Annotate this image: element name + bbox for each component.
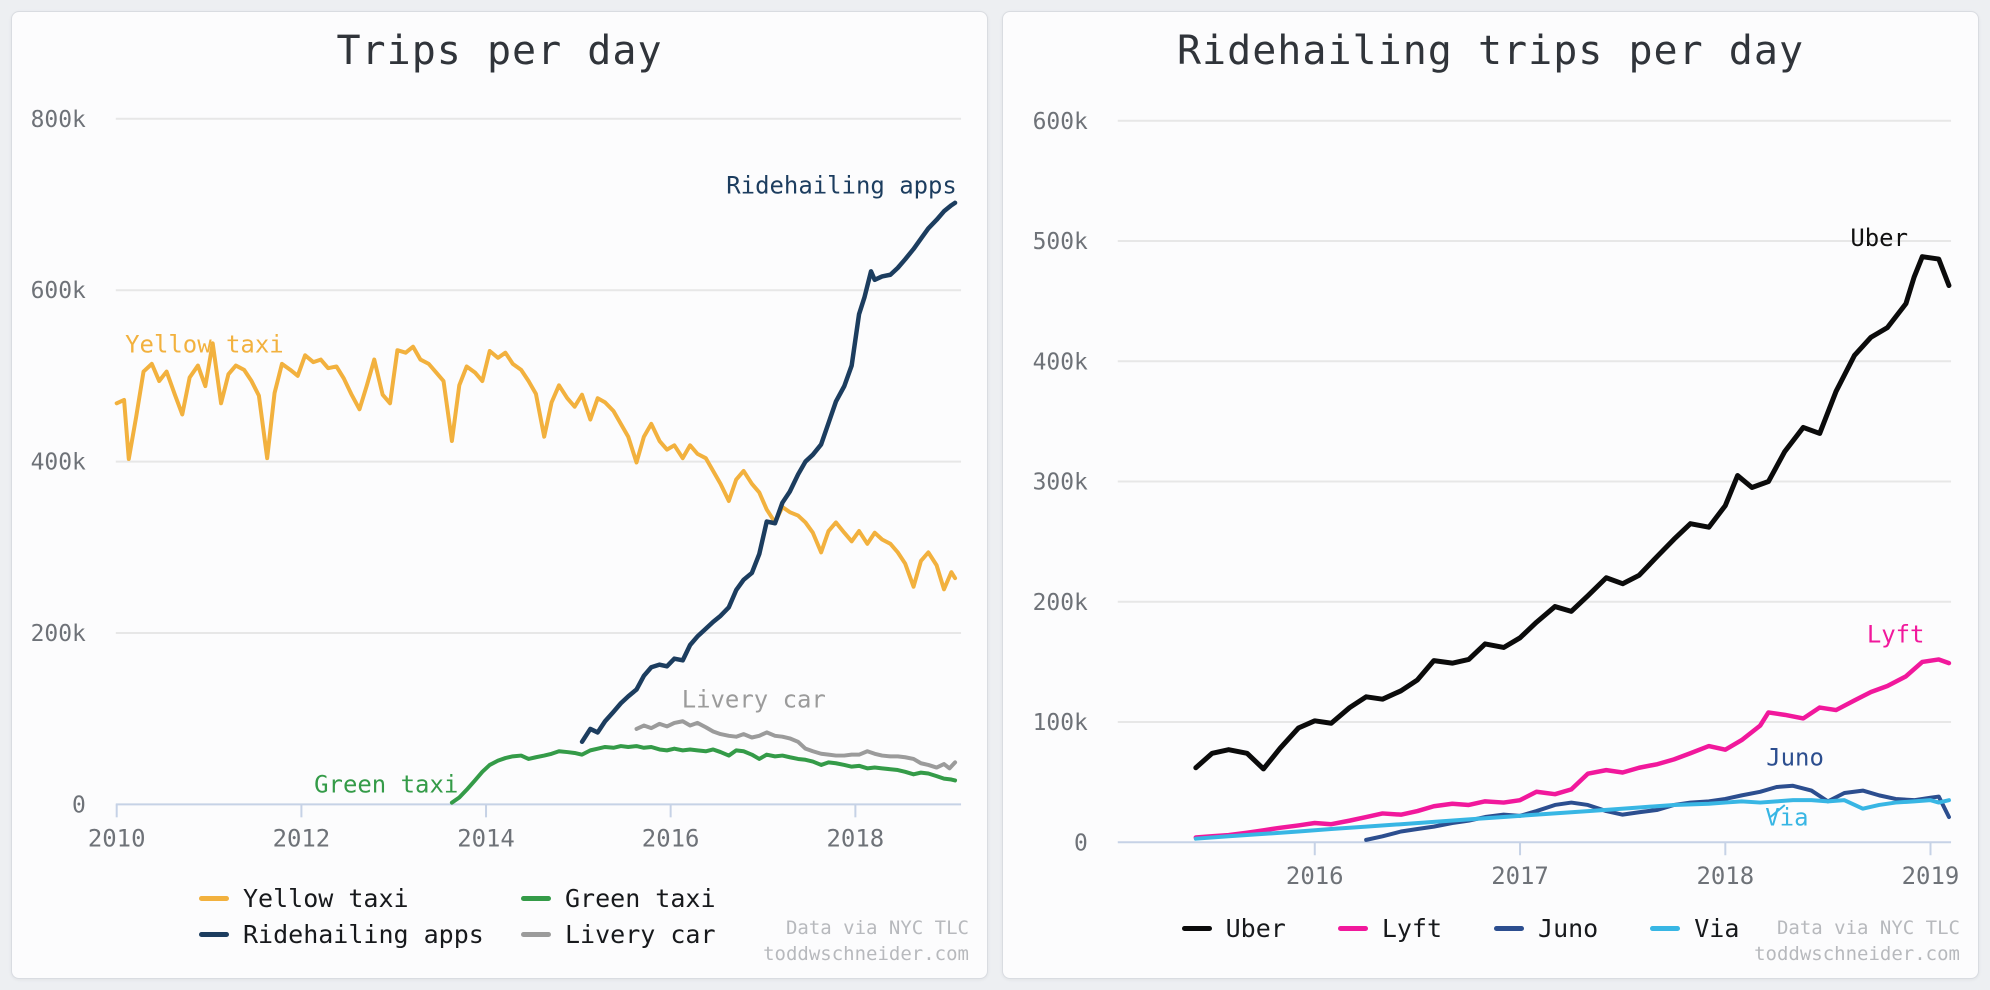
legend-item-lyft: Lyft [1337, 914, 1443, 943]
legend-label-livery-car: Livery car [565, 920, 716, 949]
legend-swatch-yellow-taxi [199, 896, 229, 901]
legend-swatch-ridehailing-apps [199, 932, 229, 937]
y-tick-label: 200k [1033, 590, 1088, 616]
series-label-via: Via [1765, 803, 1808, 831]
caption-right: Data via NYC TLC toddwschneider.com [1754, 915, 1960, 968]
series-line-livery-car [634, 719, 958, 771]
series-line-via [1193, 798, 1951, 841]
series-label-livery-car: Livery car [682, 686, 826, 714]
series-label-juno: Juno [1766, 743, 1824, 771]
y-tick-label: 100k [1033, 710, 1088, 736]
legend-label-ridehailing-apps: Ridehailing apps [243, 920, 484, 949]
series-line-ridehailing-apps [579, 200, 958, 745]
x-tick-label: 2010 [88, 824, 146, 852]
series-line-juno [1364, 783, 1951, 842]
chart-trips-per-day: 0 200k 400k 600k 800k 2010 2012 2014 2016 2018 Yel… [31, 107, 962, 852]
x-tick-label: 2019 [1902, 862, 1960, 890]
legend-label-uber: Uber [1225, 914, 1286, 943]
x-tick-label: 2017 [1491, 862, 1549, 890]
y-tick-label: 600k [31, 278, 86, 304]
legend-right: Uber Lyft Juno Via [1153, 914, 1768, 943]
series-label-lyft: Lyft [1867, 621, 1925, 649]
legend-label-via: Via [1694, 914, 1740, 943]
y-tick-label: 500k [1033, 229, 1088, 255]
legend-item-uber: Uber [1181, 914, 1286, 943]
y-tick-label: 600k [1033, 109, 1088, 135]
y-tick-label: 400k [1033, 349, 1088, 375]
series-label-yellow-taxi: Yellow taxi [125, 331, 284, 359]
page-title-left: Trips per day [336, 28, 663, 74]
y-tick-label: 0 [1074, 830, 1088, 856]
legend-swatch-lyft [1337, 926, 1368, 931]
series-line-yellow-taxi [114, 341, 958, 592]
caption-left: Data via NYC TLC toddwschneider.com [763, 915, 969, 968]
x-tick-label: 2012 [273, 824, 331, 852]
series-line-uber [1193, 254, 1952, 772]
y-tick-label: 800k [31, 107, 86, 133]
x-tick-label: 2018 [1696, 862, 1754, 890]
legend-swatch-uber [1181, 926, 1212, 931]
legend-swatch-livery-car [521, 932, 551, 937]
x-tick-label: 2014 [457, 824, 515, 852]
legend-item-yellow-taxi: Yellow taxi [199, 884, 521, 913]
legend-label-green-taxi: Green taxi [565, 884, 716, 913]
x-tick-label: 2016 [642, 824, 700, 852]
chart-card-trips-per-day: Trips per day 0 200k 400k 600k 800k 2010 2012 2… [11, 11, 988, 979]
x-tick-label: 2016 [1286, 862, 1344, 890]
series-label-green-taxi: Green taxi [314, 770, 458, 798]
series-label-uber: Uber [1850, 224, 1908, 252]
caption-site: toddwschneider.com [1754, 943, 1960, 966]
legend-item-green-taxi: Green taxi [521, 884, 716, 913]
legend-left: Yellow taxi Green taxi Ridehailing apps Liv… [199, 884, 716, 949]
page-title-right: Ridehailing trips per day [1176, 28, 1805, 74]
x-tick-label: 2018 [827, 824, 885, 852]
y-tick-label: 200k [31, 621, 86, 647]
caption-source: Data via NYC TLC [1776, 916, 1960, 939]
legend-swatch-juno [1494, 926, 1525, 931]
legend-item-livery-car: Livery car [521, 920, 716, 949]
legend-item-via: Via [1650, 914, 1739, 943]
legend-swatch-via [1650, 926, 1681, 931]
legend-label-juno: Juno [1538, 914, 1599, 943]
y-tick-label: 0 [72, 792, 86, 818]
y-tick-label: 300k [1033, 470, 1088, 496]
series-line-green-taxi [449, 744, 958, 805]
legend-label-lyft: Lyft [1381, 914, 1443, 943]
legend-label-yellow-taxi: Yellow taxi [243, 884, 409, 913]
series-label-ridehailing-apps: Ridehailing apps [726, 171, 957, 199]
y-tick-label: 400k [31, 450, 86, 476]
chart-ridehailing-trips: 0 100k 200k 300k 400k 500k 600k 2016 2017 2018 201… [1033, 109, 1960, 890]
legend-swatch-green-taxi [521, 896, 551, 901]
chart-card-ridehailing-trips: Ridehailing trips per day 0 100k 200k 300k 4… [1002, 11, 1979, 979]
legend-item-juno: Juno [1494, 914, 1598, 943]
caption-source: Data via NYC TLC [785, 916, 969, 939]
legend-item-ridehailing-apps: Ridehailing apps [199, 920, 521, 949]
caption-site: toddwschneider.com [763, 943, 969, 966]
annotation-leader-via [1769, 804, 1786, 818]
series-line-lyft [1193, 657, 1952, 840]
